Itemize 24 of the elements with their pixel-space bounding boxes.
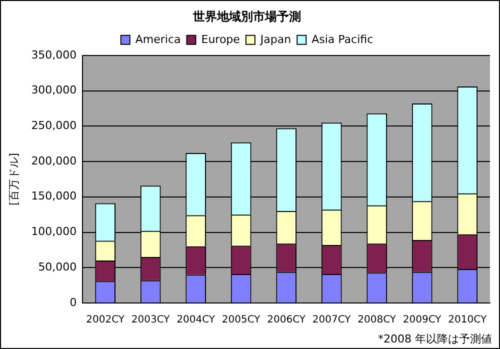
y-tick-label: 50,000 — [38, 260, 77, 274]
legend-label: America — [135, 32, 181, 46]
y-tick-label: 250,000 — [31, 119, 77, 132]
y-tick-label: 200,000 — [31, 154, 77, 168]
text: *2008 年以降は予測値 — [378, 332, 492, 346]
y-tick-label: 0 — [70, 296, 77, 309]
x-tick-label: 2002CY — [86, 314, 126, 326]
x-tick-label: 2005CY — [222, 314, 262, 326]
x-tick-label: 2006CY — [267, 314, 306, 326]
x-tick-label: 2004CY — [176, 314, 216, 326]
x-tick-label: 2008CY — [358, 314, 397, 326]
x-tick-label: 2003CY — [131, 314, 171, 326]
x-tick-label: 2009CY — [402, 314, 442, 326]
y-tick-label: 150,000 — [31, 190, 77, 203]
y-tick-label: 300,000 — [31, 84, 77, 97]
x-tick-label: 2007CY — [312, 314, 352, 326]
legend-label: Europe — [201, 32, 240, 46]
y-axis-title: [百万ドル] — [7, 152, 20, 206]
chart-title: 世界地域別市場予測 — [192, 9, 301, 24]
y-tick-label: 100,000 — [31, 225, 77, 238]
legend-label: Japan — [259, 32, 292, 46]
x-tick-label: 2010CY — [448, 314, 488, 326]
y-tick-label: 350,000 — [31, 48, 77, 62]
legend-label: Asia Pacific — [312, 32, 374, 46]
